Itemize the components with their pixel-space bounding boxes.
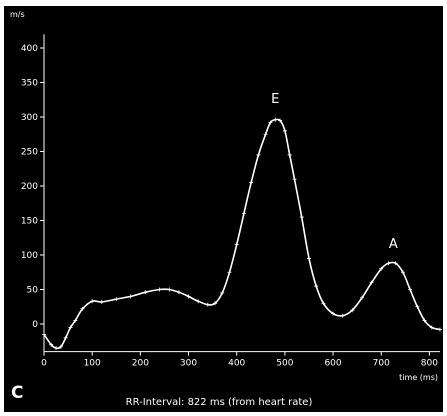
data-point-marker bbox=[220, 290, 225, 295]
data-point-marker bbox=[73, 318, 78, 323]
peak-annotation-e: E bbox=[271, 92, 279, 107]
data-point-marker bbox=[359, 295, 364, 300]
data-point-marker bbox=[393, 261, 398, 266]
y-tick-label: 0 bbox=[32, 320, 38, 330]
data-point-marker bbox=[241, 211, 246, 216]
velocity-trace-line bbox=[43, 118, 441, 350]
data-point-marker bbox=[63, 335, 68, 340]
x-axis-label: time (ms) bbox=[399, 373, 438, 382]
data-point-marker bbox=[263, 132, 268, 137]
y-tick-label: 350 bbox=[21, 79, 38, 89]
peak-annotation-a: A bbox=[389, 237, 398, 252]
data-point-marker bbox=[340, 313, 345, 318]
y-tick-label: 150 bbox=[21, 217, 38, 227]
data-point-marker bbox=[42, 332, 46, 337]
data-point-marker bbox=[54, 346, 59, 351]
data-point-marker bbox=[213, 301, 218, 306]
data-point-marker bbox=[80, 306, 85, 311]
data-point-marker bbox=[58, 344, 63, 349]
data-point-marker bbox=[292, 177, 297, 182]
y-tick-label: 100 bbox=[21, 251, 38, 261]
data-point-marker bbox=[331, 311, 336, 316]
x-tick-label: 500 bbox=[276, 359, 293, 369]
x-tick-label: 0 bbox=[41, 359, 47, 369]
data-point-marker bbox=[256, 152, 261, 157]
data-point-marker bbox=[143, 290, 148, 295]
data-point-marker bbox=[128, 294, 133, 299]
y-ticks: 0 50 100 150 200 250 300 350 400 bbox=[21, 44, 44, 330]
x-tick-label: 400 bbox=[228, 359, 245, 369]
data-point-marker bbox=[90, 299, 95, 304]
x-tick-label: 100 bbox=[84, 359, 101, 369]
data-point-marker bbox=[186, 294, 191, 299]
data-point-marker bbox=[196, 299, 201, 304]
x-tick-label: 700 bbox=[373, 359, 390, 369]
y-tick-label: 400 bbox=[21, 44, 38, 54]
data-point-marker bbox=[408, 287, 413, 292]
data-point-marker bbox=[321, 301, 326, 306]
data-point-marker bbox=[386, 261, 391, 266]
data-point-marker bbox=[306, 256, 311, 261]
x-axis: 0 100 200 300 400 500 600 700 800 bbox=[41, 351, 440, 369]
data-point-marker bbox=[299, 215, 304, 220]
y-tick-label: 250 bbox=[21, 148, 38, 158]
x-tick-label: 300 bbox=[180, 359, 197, 369]
data-point-marker bbox=[278, 118, 283, 123]
data-point-marker bbox=[249, 180, 254, 185]
data-point-marker bbox=[99, 299, 104, 304]
y-tick-label: 200 bbox=[21, 182, 38, 192]
data-point-marker bbox=[268, 120, 273, 125]
data-point-marker bbox=[369, 280, 374, 285]
data-point-marker bbox=[227, 270, 232, 275]
rr-interval-caption: RR-Interval: 822 ms (from heart rate) bbox=[126, 397, 313, 408]
velocity-chart: 0 50 100 150 200 250 300 350 400 0 100 200 300 400 50… bbox=[10, 10, 442, 408]
data-point-marker bbox=[157, 287, 162, 292]
data-point-marker bbox=[429, 325, 434, 330]
data-point-marker bbox=[205, 302, 210, 307]
data-point-marker bbox=[114, 297, 119, 302]
x-ticks: 0 100 200 300 400 500 600 700 800 bbox=[41, 351, 438, 369]
y-axis-label: m/s bbox=[10, 10, 25, 19]
data-point-marker bbox=[49, 342, 54, 347]
data-point-marker bbox=[438, 327, 442, 332]
panel-letter: C bbox=[11, 383, 23, 403]
data-point-marker bbox=[350, 308, 355, 313]
data-point-marker bbox=[415, 304, 420, 309]
data-point-marker bbox=[68, 325, 73, 330]
data-point-marker bbox=[287, 152, 292, 157]
data-point-marker bbox=[167, 287, 172, 292]
data-point-marker bbox=[379, 266, 384, 271]
y-tick-label: 50 bbox=[27, 286, 39, 296]
y-axis: 0 50 100 150 200 250 300 350 400 bbox=[21, 34, 45, 352]
data-point-marker bbox=[314, 284, 319, 289]
y-tick-label: 300 bbox=[21, 113, 38, 123]
annotations: EA bbox=[271, 92, 398, 252]
data-point-marker bbox=[282, 128, 287, 133]
data-point-marker bbox=[422, 318, 427, 323]
x-tick-label: 200 bbox=[132, 359, 149, 369]
data-point-marker bbox=[273, 117, 278, 122]
data-point-marker bbox=[400, 270, 405, 275]
data-point-marker bbox=[176, 290, 181, 295]
x-tick-label: 800 bbox=[421, 359, 438, 369]
data-point-marker bbox=[234, 242, 239, 247]
chart-panel: 0 50 100 150 200 250 300 350 400 0 100 200 300 400 50… bbox=[4, 6, 443, 412]
series-layer bbox=[42, 117, 442, 351]
x-tick-label: 600 bbox=[324, 359, 341, 369]
